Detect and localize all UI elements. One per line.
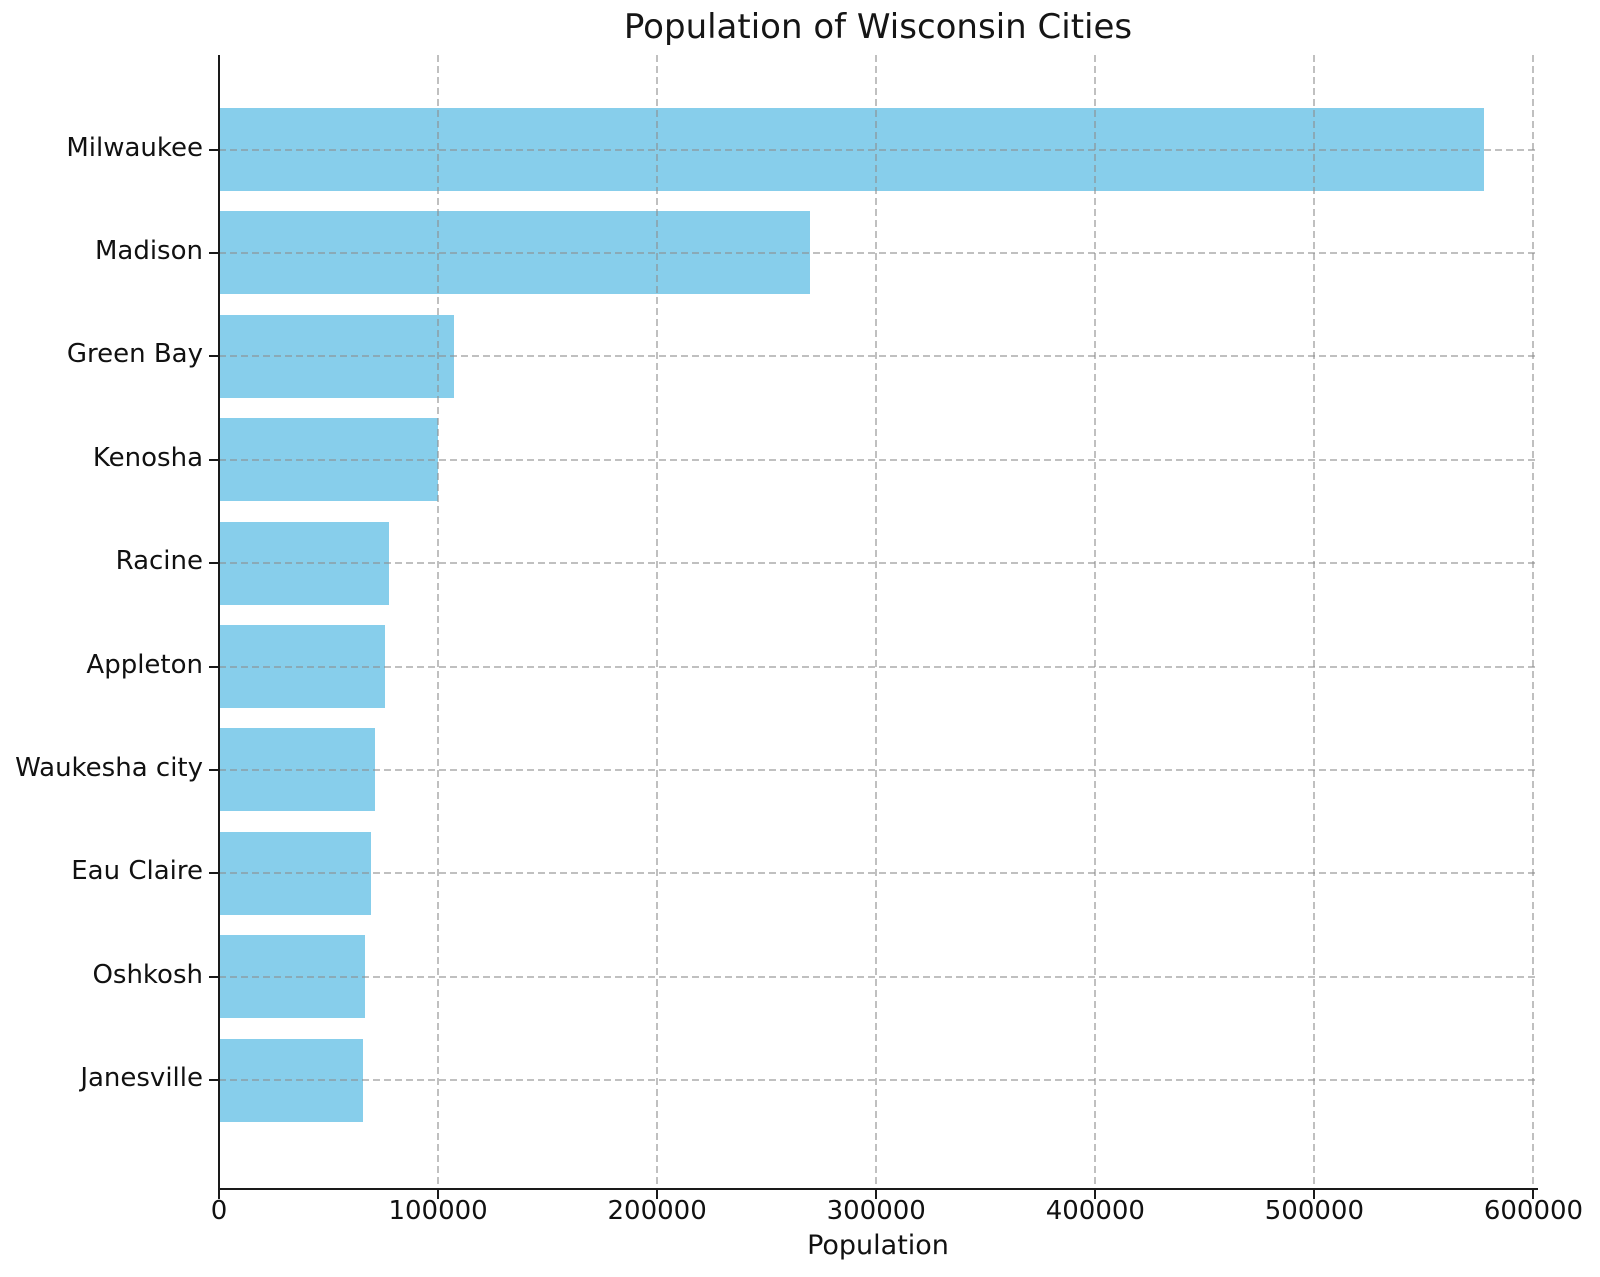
left-spine [218,55,220,1190]
gridline-vertical-500000 [1313,55,1316,1189]
y-tick-mark-janesville [209,1079,219,1082]
gridline-horizontal-madison [219,251,1537,254]
x-axis-tick-label-100000: 100000 [388,1196,488,1226]
y-tick-mark-oshkosh [209,975,219,978]
y-axis-label-eau-claire: Eau Claire [71,856,203,887]
gridline-horizontal-waukesha-city [219,768,1537,771]
gridline-horizontal-racine [219,562,1537,565]
y-tick-mark-appleton [209,665,219,668]
y-axis-label-janesville: Janesville [80,1063,203,1094]
y-tick-mark-eau-claire [209,872,219,875]
gridline-vertical-400000 [1094,55,1097,1189]
gridline-vertical-100000 [437,55,440,1189]
x-axis-tick-label-600000: 600000 [1483,1196,1584,1226]
gridline-vertical-300000 [875,55,878,1189]
y-axis-label-green-bay: Green Bay [66,339,203,370]
y-tick-mark-madison [209,251,219,254]
y-axis-label-appleton: Appleton [86,649,203,680]
x-tick-mark-500000 [1313,1189,1316,1199]
plot-area [219,55,1537,1189]
gridline-vertical-200000 [656,55,659,1189]
x-axis-tick-label-500000: 500000 [1264,1196,1365,1226]
x-axis-title: Population [807,1230,949,1261]
x-tick-mark-300000 [875,1189,878,1199]
gridline-horizontal-oshkosh [219,975,1537,978]
y-axis-label-waukesha-city: Waukesha city [15,752,203,783]
x-axis-tick-label-0: 0 [210,1196,228,1226]
y-tick-mark-racine [209,562,219,565]
gridline-horizontal-milwaukee [219,148,1537,151]
x-tick-mark-100000 [437,1189,440,1199]
x-axis-tick-label-300000: 300000 [826,1196,926,1226]
gridline-horizontal-eau-claire [219,872,1537,875]
y-axis-label-milwaukee: Milwaukee [66,132,203,163]
x-axis-tick-label-200000: 200000 [607,1196,707,1226]
gridline-horizontal-kenosha [219,458,1537,461]
y-tick-mark-green-bay [209,355,219,358]
gridline-horizontal-janesville [219,1079,1537,1082]
chart-title: Population of Wisconsin Cities [623,7,1133,47]
x-tick-mark-200000 [656,1189,659,1199]
x-axis-tick-label-400000: 400000 [1045,1196,1145,1226]
x-tick-mark-400000 [1094,1189,1097,1199]
gridline-vertical-600000 [1532,55,1535,1189]
gridline-horizontal-appleton [219,665,1537,668]
x-tick-mark-600000 [1532,1189,1535,1199]
x-tick-mark-0 [218,1189,220,1199]
y-tick-mark-milwaukee [209,148,219,151]
y-axis-label-racine: Racine [115,546,203,577]
y-axis-label-oshkosh: Oshkosh [92,959,203,990]
y-tick-mark-waukesha-city [209,768,219,771]
bottom-spine [218,1188,1538,1190]
gridline-horizontal-green-bay [219,355,1537,358]
y-axis-label-madison: Madison [94,235,203,266]
y-tick-mark-kenosha [209,458,219,461]
y-axis-label-kenosha: Kenosha [92,442,203,473]
